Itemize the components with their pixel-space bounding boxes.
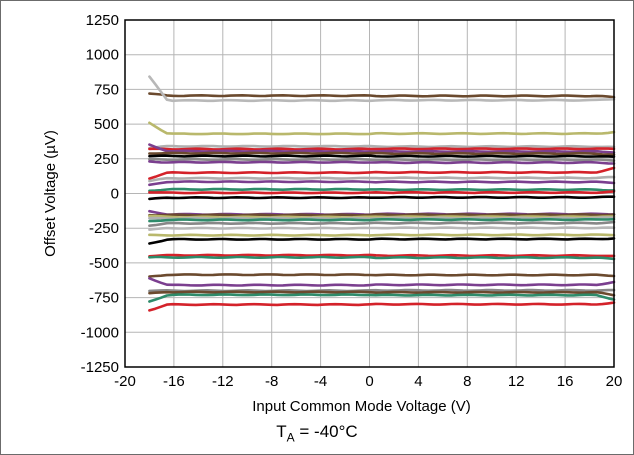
x-tick-label: 8 [463, 373, 471, 390]
series-line [148, 237, 616, 245]
x-tick-label: 20 [606, 373, 623, 390]
y-tick-label: 250 [94, 151, 119, 168]
series-line [148, 301, 616, 312]
x-tick-label: -20 [114, 373, 136, 390]
y-tick-label: -1000 [81, 324, 119, 341]
series-line [148, 180, 616, 187]
x-tick-label: 0 [365, 373, 373, 390]
y-tick-label: 750 [94, 81, 119, 98]
series-line [148, 75, 616, 103]
series-line [148, 121, 616, 136]
y-tick-label: 1250 [86, 12, 119, 29]
series-line [148, 220, 616, 227]
series-line [148, 166, 616, 180]
series-line [148, 233, 616, 237]
series-line [148, 157, 616, 162]
temperature-caption: TA = -40°C [0, 422, 634, 444]
series-line [148, 160, 616, 165]
y-axis-label: Offset Voltage (µV) [42, 130, 59, 257]
y-tick-label: -1250 [81, 359, 119, 376]
series-layer [148, 75, 616, 312]
series-line [148, 293, 616, 303]
tick-layer: -20 -16 -12 -8 -4 0 4 8 12 16 20 1250 1000 750 500 250 0… [81, 12, 623, 390]
caption-symbol: T [276, 422, 287, 441]
series-line [148, 255, 616, 261]
x-tick-label: 4 [414, 373, 422, 390]
x-tick-label: 12 [508, 373, 525, 390]
series-line [148, 187, 616, 193]
x-tick-label: -12 [212, 373, 234, 390]
series-line [148, 151, 616, 156]
series-line [148, 253, 616, 258]
x-tick-label: -8 [265, 373, 278, 390]
y-tick-label: 0 [111, 186, 119, 203]
series-line [148, 92, 616, 99]
series-line [148, 217, 616, 223]
series-line [148, 273, 616, 278]
caption-subscript: A [286, 430, 295, 445]
series-line [148, 147, 616, 151]
plot-border [124, 19, 615, 368]
y-tick-label: -500 [89, 255, 119, 272]
series-line [148, 175, 616, 183]
x-axis-label: Input Common Mode Voltage (V) [252, 398, 470, 415]
y-tick-label: 500 [94, 116, 119, 133]
series-line [148, 288, 616, 293]
y-tick-label: -250 [89, 220, 119, 237]
series-line [148, 213, 616, 217]
series-line [148, 276, 616, 287]
series-line [148, 290, 616, 297]
series-line [148, 154, 616, 158]
series-line [148, 143, 616, 154]
x-tick-label: -4 [314, 373, 327, 390]
x-tick-label: -16 [163, 373, 185, 390]
y-tick-label: 1000 [86, 47, 119, 64]
y-tick-label: -750 [89, 290, 119, 307]
series-line [148, 226, 616, 231]
series-line [148, 195, 616, 201]
series-line [148, 144, 616, 150]
series-line [148, 190, 616, 195]
x-tick-label: 16 [557, 373, 574, 390]
caption-value: = -40°C [294, 422, 358, 441]
